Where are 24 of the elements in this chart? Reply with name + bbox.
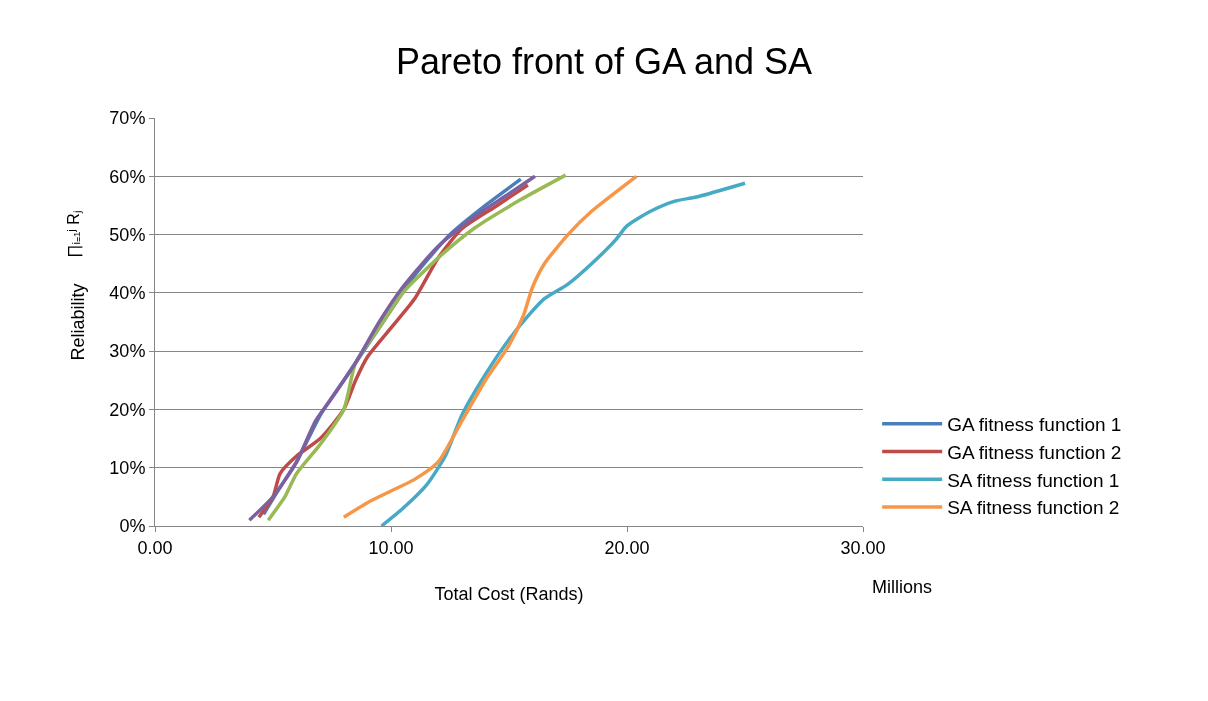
y-tick-label: 70% [109,108,146,129]
y-tick-label: 30% [109,341,146,362]
x-axis-title: Total Cost (Rands) [434,583,584,604]
text: Millions [872,577,933,597]
y-tick-label: 60% [109,166,146,187]
y-axis-title: Reliability [67,283,88,361]
text: ∏ᵢ₌₁ʲ Rⱼ [65,210,84,258]
legend-label: GA fitness function 2 [947,441,1122,463]
legend-label: SA fitness function 2 [947,497,1120,519]
y-tick-label: 10% [109,458,146,479]
y-tick-label: 20% [109,399,146,420]
legend-label: GA fitness function 1 [947,414,1122,436]
y-tick-label: 0% [119,516,146,537]
line-series [379,181,747,526]
legend-label: SA fitness function 1 [947,469,1120,491]
x-tick-label: 20.00 [604,537,650,558]
chart-title: Pareto front of GA and SA [395,41,813,83]
line-series [342,174,639,520]
y-tick-label: 40% [109,283,146,304]
x-tick-label: 0.00 [137,537,173,558]
x-tick-label: 30.00 [840,537,886,558]
y-tick-label: 50% [109,224,146,245]
line-series [266,173,568,522]
x-tick-label: 10.00 [368,537,414,558]
